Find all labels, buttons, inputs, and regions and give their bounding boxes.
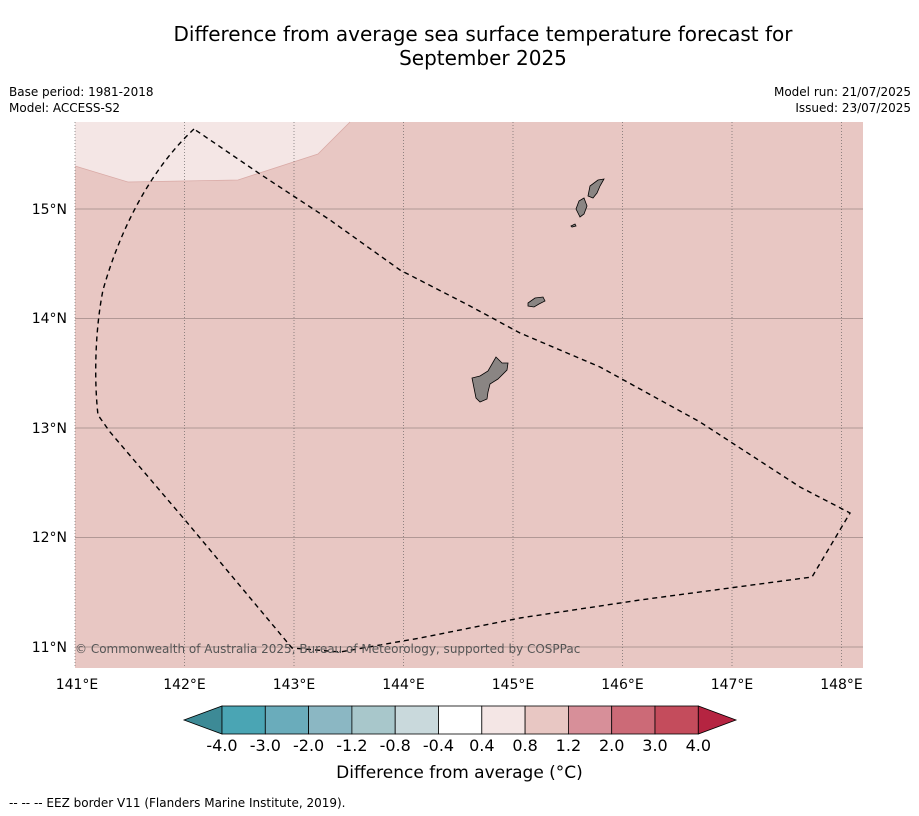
title-line-1: Difference from average sea surface temp…	[173, 22, 793, 46]
lon-label-142: 142°E	[163, 677, 206, 693]
gridlines	[74, 122, 842, 668]
left-metadata: Base period: 1981-2018 Model: ACCESS-S2	[9, 84, 154, 116]
right-metadata: Model run: 21/07/2025 Issued: 23/07/2025	[774, 84, 911, 116]
model-run: Model run: 21/07/2025	[773, 85, 911, 99]
colorbar-tick-label: 3.0	[642, 736, 667, 755]
colorbar-swatch	[654, 705, 699, 735]
colorbar-tick-label: 1.2	[556, 736, 581, 755]
islands	[471, 178, 605, 403]
latitude-labels: 15°N 14°N 13°N 12°N 11°N	[32, 202, 67, 656]
lat-label-13: 13°N	[32, 421, 67, 437]
lat-label-14: 14°N	[32, 311, 67, 327]
lat-label-11: 11°N	[32, 640, 67, 656]
colorbar: -4.0 -3.0 -2.0 -1.2 -0.8 -0.4 0.4 0.8 1.2 2.0 3.0 4…	[182, 705, 738, 755]
saipan-island	[587, 178, 605, 199]
colorbar-swatch	[481, 705, 526, 735]
lon-label-143: 143°E	[273, 677, 316, 693]
sst-anomaly-fill	[75, 122, 863, 668]
lat-label-12: 12°N	[32, 530, 67, 546]
colorbar-swatch	[221, 705, 266, 735]
copyright-credit: © Commonwealth of Australia 2025, Bureau…	[75, 642, 580, 656]
colorbar-swatch	[438, 705, 483, 735]
map-figure: © Commonwealth of Australia 2025, Bureau…	[32, 121, 863, 755]
tinian-island	[575, 197, 588, 218]
eez-footnote: -- -- -- EEZ border V11 (Flanders Marine…	[9, 796, 346, 810]
aguijan-islet	[570, 223, 577, 228]
colorbar-tick-label: -0.4	[423, 736, 454, 755]
colorbar-tick-label: -4.0	[206, 736, 237, 755]
colorbar-extend-low	[182, 705, 223, 735]
lon-label-144: 144°E	[382, 677, 425, 693]
issued-date: Issued: 23/07/2025	[795, 101, 911, 115]
lat-label-15: 15°N	[32, 202, 67, 218]
colorbar-swatch	[524, 705, 569, 735]
model-name: Model: ACCESS-S2	[9, 101, 121, 115]
colorbar-tick-label: 4.0	[686, 736, 711, 755]
title-line-2: September 2025	[399, 46, 567, 70]
colorbar-swatch	[611, 705, 656, 735]
colorbar-tick-label: -3.0	[250, 736, 281, 755]
lon-label-148: 148°E	[820, 677, 863, 693]
rota-island	[527, 296, 546, 308]
guam-island	[471, 356, 509, 403]
light-anomaly-edge	[74, 121, 351, 183]
colorbar-swatch	[394, 705, 439, 735]
colorbar-label: Difference from average (°C)	[0, 763, 919, 783]
colorbar-swatch	[568, 705, 613, 735]
colorbar-tick-label: 0.8	[512, 736, 537, 755]
colorbar-tick-label: -1.2	[336, 736, 367, 755]
colorbar-extend-high	[697, 705, 738, 735]
colorbar-tick-label: 2.0	[599, 736, 624, 755]
colorbar-swatch	[264, 705, 309, 735]
base-period: Base period: 1981-2018	[9, 85, 154, 99]
lon-label-145: 145°E	[492, 677, 535, 693]
colorbar-tick-label: 0.4	[469, 736, 494, 755]
lon-label-141: 141°E	[56, 677, 99, 693]
lon-label-147: 147°E	[711, 677, 754, 693]
eez-border	[95, 128, 851, 653]
colorbar-swatch	[308, 705, 353, 735]
colorbar-label-text: Difference from average (°C)	[336, 763, 583, 783]
light-anomaly-region	[75, 122, 350, 182]
colorbar-tick-label: -2.0	[293, 736, 324, 755]
colorbar-swatch	[351, 705, 396, 735]
colorbar-tick-label: -0.8	[380, 736, 411, 755]
lon-label-146: 146°E	[601, 677, 644, 693]
parallels	[75, 208, 863, 648]
longitude-labels: 141°E 142°E 143°E 144°E 145°E 146°E 147°…	[56, 677, 863, 693]
map-title: Difference from average sea surface temp…	[0, 22, 919, 70]
